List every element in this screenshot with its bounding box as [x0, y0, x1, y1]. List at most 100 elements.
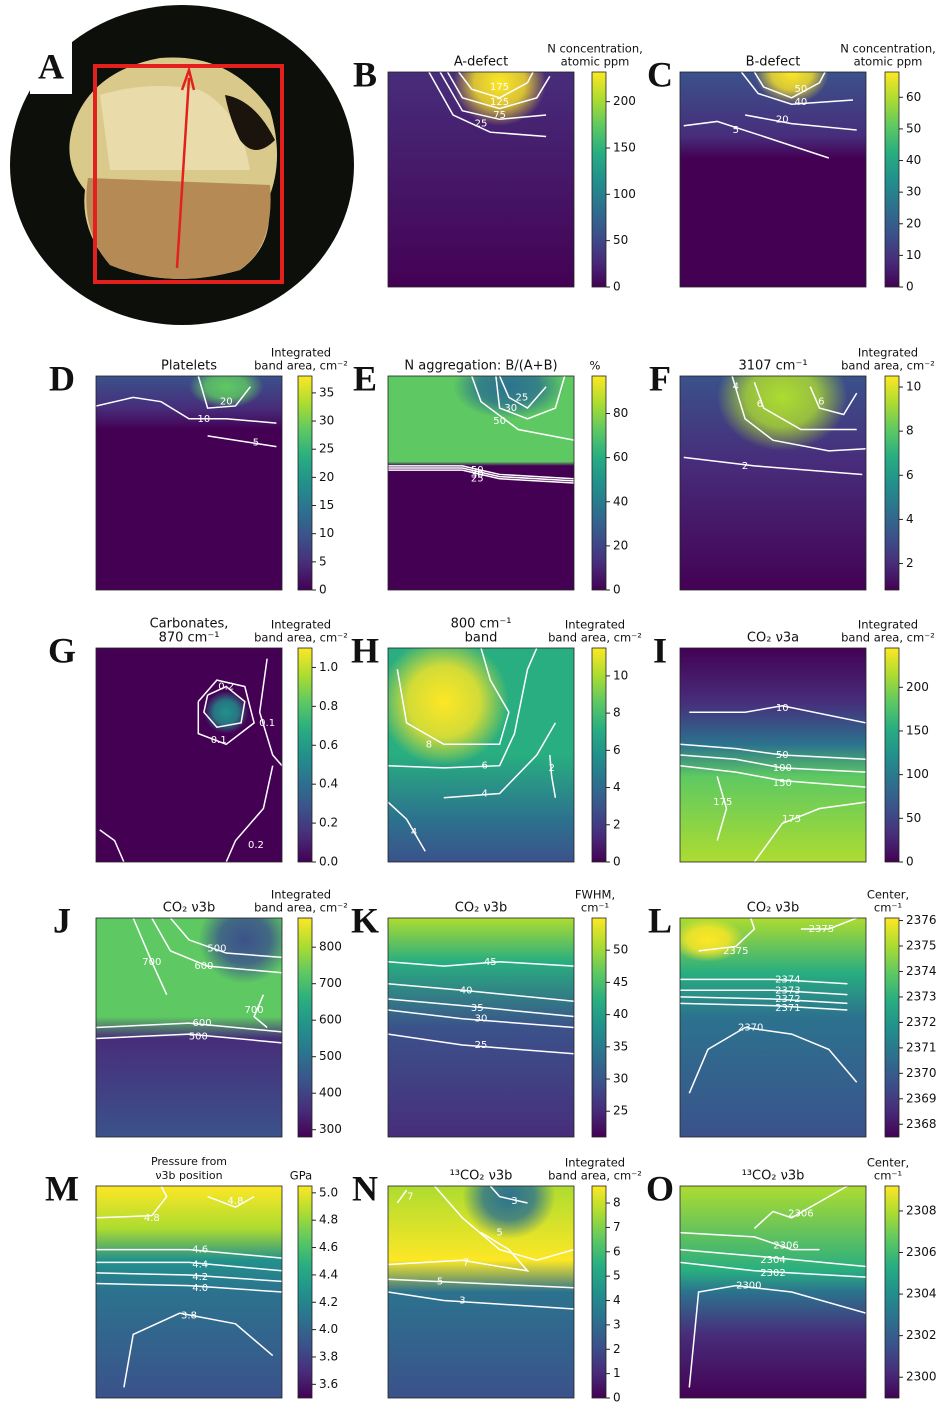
panel-title: A-defect [454, 55, 508, 70]
colorbar-tick-label: 2300 [906, 1370, 937, 1384]
panel-letter: N [352, 1168, 378, 1208]
panel-title: Pressure from [151, 1155, 227, 1168]
contour-label: 2375 [723, 946, 748, 957]
colorbar-label: band area, cm⁻² [254, 901, 348, 915]
colorbar-tick-label: 45 [613, 975, 628, 989]
colorbar-tick-label: 3.8 [319, 1349, 338, 1363]
contour-label: 3.8 [181, 1310, 197, 1321]
colorbar-label: cm⁻¹ [874, 901, 902, 915]
panel-title: band [465, 631, 498, 646]
colorbar-tick-label: 5 [319, 554, 327, 568]
panel-title: ν3b position [155, 1169, 222, 1182]
colorbar-tick-label: 200 [906, 680, 929, 694]
panel-title: Carbonates, [150, 617, 229, 632]
colorbar-tick-label: 100 [906, 767, 929, 781]
contour-label: 10 [776, 703, 789, 714]
colorbar [298, 376, 312, 590]
contour-label: 4.0 [192, 1283, 208, 1294]
colorbar-tick-label: 0 [906, 855, 914, 869]
colorbar-label: Integrated [858, 346, 918, 360]
map: 1751257525 [388, 40, 574, 287]
contour-label: 6 [482, 761, 488, 772]
colorbar-tick-label: 50 [906, 121, 921, 135]
contour-label: 30 [475, 1014, 488, 1025]
colorbar-tick-label: 8 [906, 424, 914, 438]
contour-label: 75 [493, 110, 506, 121]
contour-label: 4.6 [192, 1245, 208, 1256]
contour-label: 500 [207, 944, 226, 955]
colorbar-tick-label: 10 [319, 526, 334, 540]
colorbar-tick-label: 10 [906, 248, 921, 262]
contour-label: 2304 [760, 1255, 785, 1266]
contour-label: 100 [773, 763, 792, 774]
panel-letter: B [353, 54, 377, 94]
colorbar-label: N concentration, [840, 42, 936, 56]
contour-label: 4 [733, 382, 739, 393]
colorbar-tick-label: 15 [319, 498, 334, 512]
contour-label: 2 [548, 763, 554, 774]
panel-letter: C [647, 54, 673, 94]
panel-letter: L [648, 900, 672, 940]
colorbar-tick-label: 5 [613, 1269, 621, 1283]
contour-label: 2375 [809, 924, 834, 935]
panel-title: 3107 cm⁻¹ [738, 359, 807, 374]
contour-label: 4 [411, 827, 417, 838]
map-field [96, 648, 282, 862]
colorbar-tick-label: 0.0 [319, 855, 338, 869]
colorbar-tick-label: 700 [319, 976, 342, 990]
colorbar-label: band area, cm⁻² [254, 631, 348, 645]
colorbar-label: Integrated [565, 1156, 625, 1170]
colorbar-tick-label: 0 [319, 583, 327, 597]
contour-label: 7 [407, 1192, 413, 1203]
colorbar-tick-label: 40 [906, 153, 921, 167]
colorbar-tick-label: 500 [319, 1049, 342, 1063]
colorbar-tick-label: 8 [613, 706, 621, 720]
panel-letter: K [351, 900, 379, 940]
contour-label: 700 [142, 957, 161, 968]
panel: LCO₂ ν3bCenter,cm⁻¹237523752374237323722… [648, 888, 937, 1138]
colorbar-tick-label: 0.4 [319, 777, 338, 791]
colorbar-tick-label: 2376 [906, 913, 937, 927]
colorbar-tick-label: 0 [613, 1391, 621, 1403]
colorbar-tick-label: 2368 [906, 1117, 937, 1131]
colorbar-tick-label: 0 [613, 583, 621, 597]
panel-letter: D [49, 358, 75, 398]
colorbar-tick-label: 4 [906, 512, 914, 526]
colorbar-tick-label: 4.4 [319, 1267, 338, 1281]
colorbar-tick-label: 4.6 [319, 1240, 338, 1254]
contour-label: 2374 [775, 974, 800, 985]
contour-label: 40 [460, 985, 473, 996]
colorbar-tick-label: 0.8 [319, 699, 338, 713]
colorbar-tick-label: 4.8 [319, 1213, 338, 1227]
colorbar [885, 918, 899, 1137]
contour-label: 25 [516, 392, 529, 403]
contour-label: 7 [463, 1257, 469, 1268]
colorbar-tick-label: 50 [613, 943, 628, 957]
panel-title: 870 cm⁻¹ [159, 631, 220, 646]
contour-label: 6 [818, 397, 824, 408]
panel-title: CO₂ ν3b [163, 901, 215, 916]
colorbar [885, 1186, 899, 1398]
colorbar-tick-label: 7 [613, 1220, 621, 1234]
contour-label: 125 [490, 97, 509, 108]
panel-title: CO₂ ν3a [747, 631, 799, 646]
map: 253050503025 [388, 355, 574, 590]
map-field [96, 376, 282, 590]
colorbar-tick-label: 3 [613, 1317, 621, 1331]
colorbar-tick-label: 2375 [906, 939, 937, 953]
colorbar-tick-label: 2 [613, 817, 621, 831]
colorbar-tick-label: 2371 [906, 1040, 937, 1054]
map: 0.20.10.10.2 [96, 648, 282, 862]
contour-label: 0.2 [248, 840, 264, 851]
contour-label: 2 [742, 461, 748, 472]
contour-label: 2300 [736, 1281, 761, 1292]
photo-panel: A [10, 5, 354, 325]
panel-title: Platelets [161, 359, 217, 374]
colorbar-tick-label: 400 [319, 1086, 342, 1100]
colorbar [885, 648, 899, 862]
map: 4.84.84.64.44.24.03.8 [96, 1186, 282, 1398]
